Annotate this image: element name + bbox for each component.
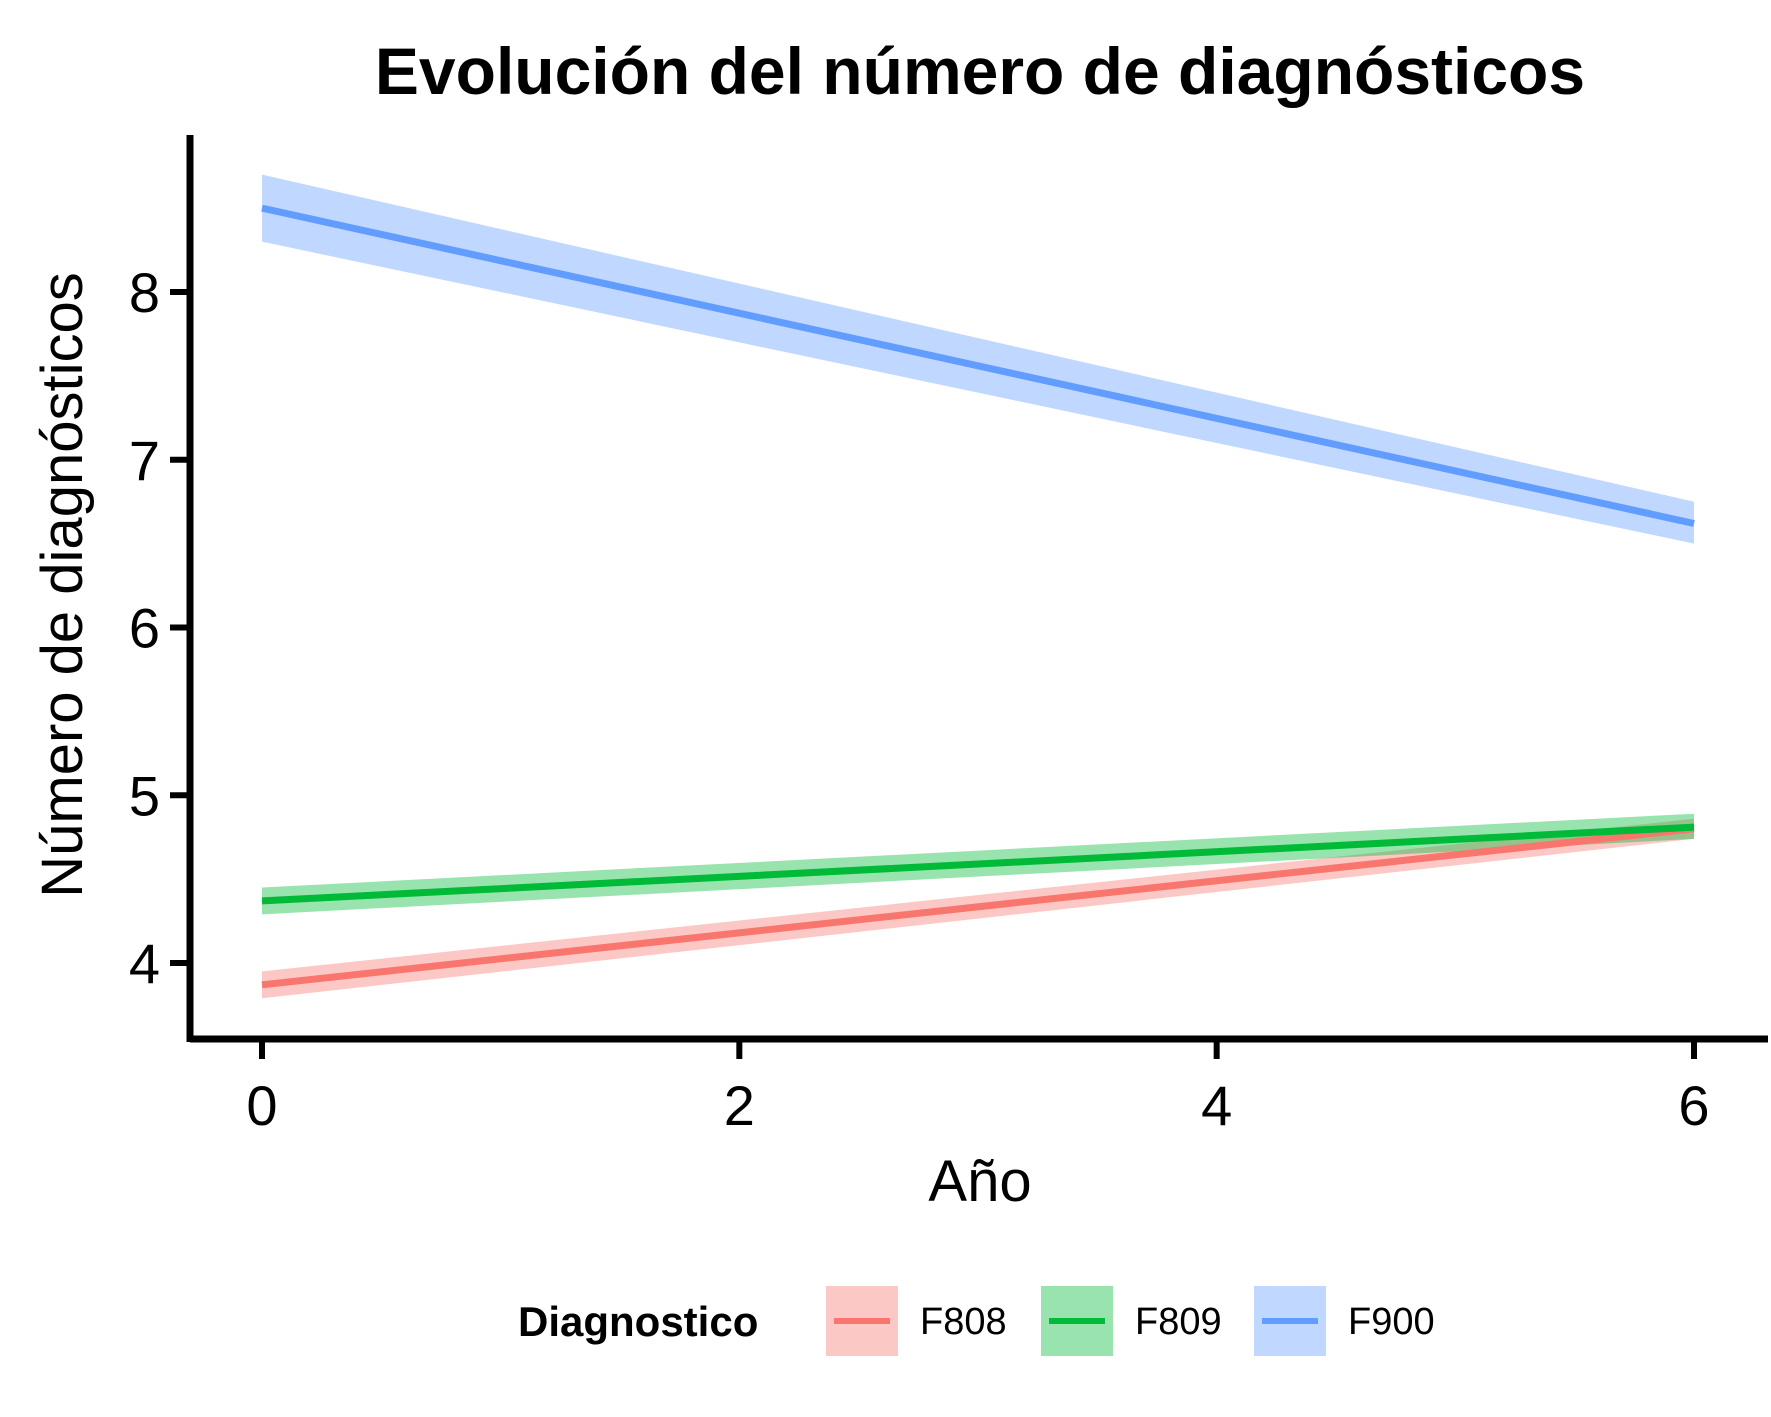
line-f900 xyxy=(261,204,1695,527)
legend-label: F808 xyxy=(920,1301,1007,1343)
ribbon-f900 xyxy=(262,174,1694,544)
legend-item-f808: F808 xyxy=(826,1286,1007,1356)
line-f809 xyxy=(261,823,1695,905)
y-tick-label: 4 xyxy=(129,932,160,995)
y-tick-label: 6 xyxy=(129,597,160,660)
x-tick-label: 0 xyxy=(246,1074,277,1137)
series-lines xyxy=(261,204,1695,989)
line-f808 xyxy=(261,825,1695,989)
y-tick-label: 7 xyxy=(129,429,160,492)
x-tick-label: 2 xyxy=(724,1074,755,1137)
y-axis-ticks: 4 5 6 7 8 xyxy=(129,261,190,995)
confidence-ribbons xyxy=(262,174,1694,999)
y-axis-label: Número de diagnósticos xyxy=(30,272,95,897)
legend-item-f900: F900 xyxy=(1254,1286,1435,1356)
legend-label: F900 xyxy=(1348,1301,1435,1343)
legend: Diagnostico F808 F809 F900 xyxy=(518,1286,1435,1356)
x-tick-label: 6 xyxy=(1678,1074,1709,1137)
y-tick-label: 8 xyxy=(129,261,160,324)
x-tick-label: 4 xyxy=(1201,1074,1232,1137)
legend-items: F808 F809 F900 xyxy=(826,1286,1435,1356)
x-axis-ticks: 0 2 4 6 xyxy=(246,1039,1710,1137)
legend-title: Diagnostico xyxy=(518,1298,758,1345)
x-axis-label: Año xyxy=(928,1149,1031,1214)
legend-item-f809: F809 xyxy=(1041,1286,1222,1356)
chart-title: Evolución del número de diagnósticos xyxy=(375,34,1585,108)
legend-label: F809 xyxy=(1135,1301,1222,1343)
y-tick-label: 5 xyxy=(129,764,160,827)
